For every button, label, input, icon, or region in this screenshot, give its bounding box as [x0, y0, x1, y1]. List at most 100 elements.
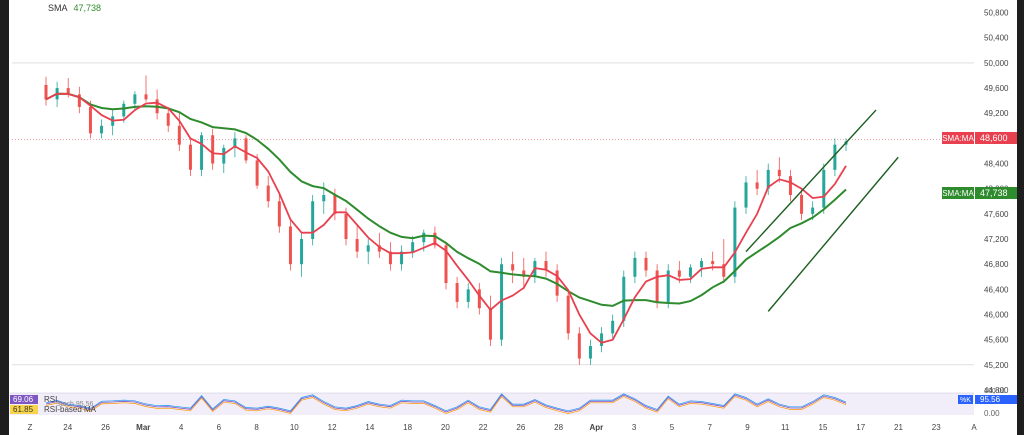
y-tick-label: 44,800 [984, 386, 1009, 395]
x-tick-label: 12 [328, 423, 337, 432]
candle-body [166, 113, 170, 126]
y-tick-label: 46,400 [984, 285, 1009, 294]
x-tick-label: 26 [101, 423, 110, 432]
x-tick-label: 4 [179, 423, 184, 432]
candle-body [511, 264, 515, 271]
candle-body [800, 195, 804, 214]
candle-body [633, 257, 637, 277]
x-tick-label: 15 [819, 423, 828, 432]
candle-body [433, 232, 437, 246]
candle-body [466, 289, 470, 302]
candle-body [366, 245, 370, 252]
candle-body [722, 264, 726, 277]
candle-body [611, 320, 615, 334]
candle-body [733, 207, 737, 277]
candle-body [833, 144, 837, 170]
candle-body [477, 289, 481, 309]
trendline-upper[interactable] [745, 109, 877, 253]
candle-body [66, 88, 70, 95]
rsi-panel[interactable]: 69.06 RSI Stoch 95.56 61.85 RSI-based MA… [10, 388, 1017, 418]
candle-body [488, 308, 492, 340]
y-tick-label: 46,000 [984, 311, 1009, 320]
slow-ma-badge-label: SMA:MA [942, 189, 974, 198]
candle-body [788, 176, 792, 195]
rsi-scale-bottom: 0.00 [984, 409, 1000, 418]
y-tick-label: 45,600 [984, 336, 1009, 345]
x-tick-label: 8 [254, 423, 259, 432]
y-tick-label: 49,200 [984, 109, 1009, 118]
x-tick-label: 9 [745, 423, 750, 432]
candle-body [144, 94, 148, 100]
candle-body [666, 270, 670, 302]
x-axis[interactable]: Z 24 26 Mar 4 6 8 10 12 14 18 20 22 26 28 Apr 3 5 7 9 11 15 17… [28, 423, 978, 432]
candle-body [233, 138, 237, 148]
candle-body [400, 251, 404, 265]
candle-body [622, 276, 626, 321]
x-tick-label: Z [28, 423, 33, 432]
candle-body [655, 270, 659, 302]
candle-body [677, 270, 681, 277]
fast-ma-badge-value: 48,600 [980, 133, 1008, 143]
candle-body [377, 245, 381, 252]
candle-body [355, 239, 359, 252]
y-tick-label: 46,800 [984, 260, 1009, 269]
y-tick-label: 50,000 [984, 59, 1009, 68]
candle-body [133, 94, 137, 104]
indicator-value: 47,738 [73, 3, 102, 13]
slow-ma-line [45, 92, 847, 307]
x-tick-label: 21 [894, 423, 903, 432]
candle-body [322, 195, 326, 202]
candle-body [388, 251, 392, 265]
candle-body [311, 201, 315, 240]
candle-body [811, 207, 815, 214]
candle-body [711, 261, 715, 265]
candle-body [444, 245, 448, 284]
indicator-name: SMA [48, 3, 68, 13]
k-label: %K [960, 397, 971, 404]
y-tick-label: 50,800 [984, 9, 1009, 18]
x-tick-label: 14 [365, 423, 374, 432]
x-tick-label: 22 [479, 423, 488, 432]
candle-body [344, 213, 348, 240]
x-tick-label: 26 [516, 423, 525, 432]
candle-body [88, 106, 92, 134]
x-tick-label: 24 [63, 423, 72, 432]
x-tick-label: 7 [707, 423, 712, 432]
candle-body [500, 264, 504, 340]
candle-body [600, 333, 604, 346]
x-tick-label: 10 [290, 423, 299, 432]
candle-body [422, 232, 426, 243]
stoch-label: Stoch 95.56 [56, 401, 93, 408]
candle-body [277, 201, 281, 227]
candle-body [177, 125, 181, 145]
candle-body [255, 160, 259, 186]
x-tick-label: 17 [856, 423, 865, 432]
y-axis[interactable]: 50,80050,40050,00049,60049,20048,80048,4… [984, 9, 1009, 395]
candle-body [77, 94, 81, 107]
trendline-lower[interactable] [767, 156, 899, 312]
x-tick-label: 3 [632, 423, 637, 432]
candle-body [588, 345, 592, 359]
x-tick-label: 6 [217, 423, 222, 432]
x-tick-label: 28 [554, 423, 563, 432]
x-tick-label: 5 [670, 423, 675, 432]
candle-body [744, 182, 748, 208]
candle-body [200, 135, 204, 170]
x-tick-label: 18 [403, 423, 412, 432]
candle-body [411, 242, 415, 252]
left-border [0, 0, 9, 435]
candle-body [288, 226, 292, 265]
candle-body [777, 169, 781, 177]
candle-body [44, 84, 48, 100]
y-tick-label: 47,600 [984, 210, 1009, 219]
y-tick-label: 48,400 [984, 160, 1009, 169]
candle-body [333, 195, 337, 214]
candles [44, 75, 848, 365]
candle-body [577, 333, 581, 359]
candle-body [222, 147, 226, 164]
fast-ma-badge: SMA:MA 48,600 [942, 132, 1017, 144]
candle-body [211, 135, 215, 164]
indicator-legend[interactable]: SMA 47,738 [48, 3, 101, 13]
